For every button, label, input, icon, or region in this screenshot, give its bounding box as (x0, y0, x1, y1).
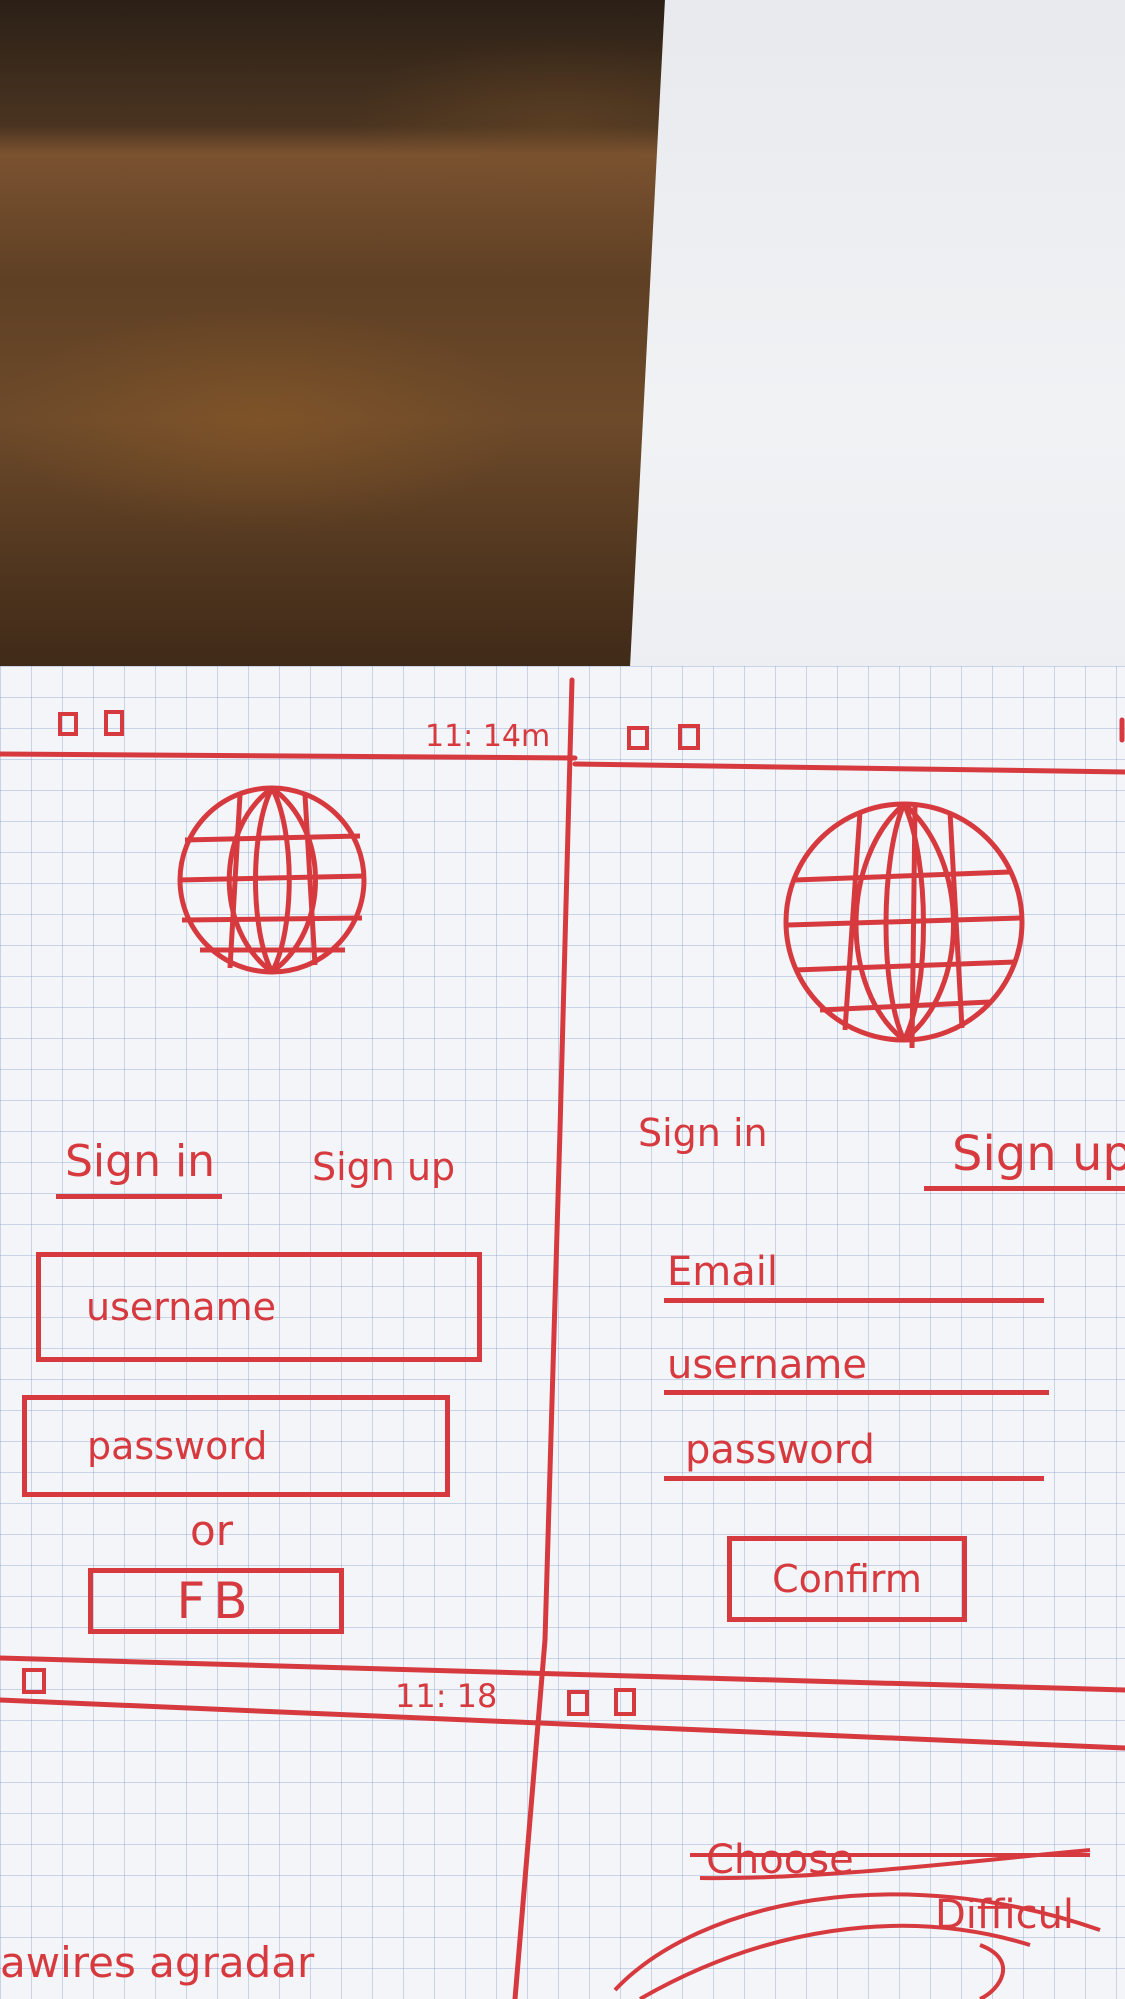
bottom-status-divider (0, 1697, 1125, 1751)
status-square-icon (627, 726, 649, 750)
password-input[interactable] (664, 1476, 1044, 1481)
globe-icon (783, 801, 1025, 1049)
username-label: username (667, 1342, 867, 1388)
tab-signup[interactable]: Sign up (952, 1126, 1125, 1182)
status-square-icon (614, 1688, 636, 1716)
email-input[interactable] (664, 1298, 1044, 1303)
password-input[interactable]: password (22, 1395, 450, 1497)
sketch-paper (0, 666, 1125, 1999)
tab-signup[interactable]: Sign up (312, 1145, 456, 1189)
username-input[interactable] (664, 1390, 1049, 1395)
confirm-button[interactable]: Confirm (727, 1536, 967, 1622)
bottom-screen-top-edge (0, 1655, 1125, 1693)
password-label: password (685, 1427, 875, 1473)
difficulty-heading: Difficul (935, 1892, 1075, 1938)
globe-icon (177, 785, 367, 975)
fb-button-label: FB (176, 1572, 256, 1630)
choose-heading: Choose (706, 1837, 854, 1883)
username-input[interactable]: username (36, 1252, 482, 1362)
tab-signin[interactable]: Sign in (638, 1111, 768, 1155)
status-square-icon (58, 712, 78, 736)
or-label: or (190, 1506, 233, 1555)
status-square-icon (567, 1690, 589, 1716)
tab-signup-underline (924, 1186, 1125, 1191)
status-time: 11: 14m (425, 719, 551, 754)
scribble-strike (613, 1848, 1101, 1999)
status-bar-divider-left (0, 751, 578, 761)
tab-signin[interactable]: Sign in (65, 1136, 216, 1187)
status-bar-divider-right (572, 761, 1125, 775)
status-square-icon (104, 710, 124, 736)
status-time: 11: 18 (395, 1677, 498, 1715)
tab-signin-underline (56, 1194, 222, 1199)
screen-divider-vertical (512, 677, 575, 1999)
bottom-left-text: awires agradar (0, 1938, 315, 1987)
password-placeholder: password (87, 1424, 268, 1468)
status-square-icon (678, 724, 700, 750)
status-square-icon (22, 1668, 46, 1694)
username-placeholder: username (86, 1285, 276, 1329)
fb-login-button[interactable]: FB (88, 1568, 344, 1634)
confirm-label: Confirm (772, 1557, 922, 1601)
email-label: Email (667, 1249, 778, 1295)
